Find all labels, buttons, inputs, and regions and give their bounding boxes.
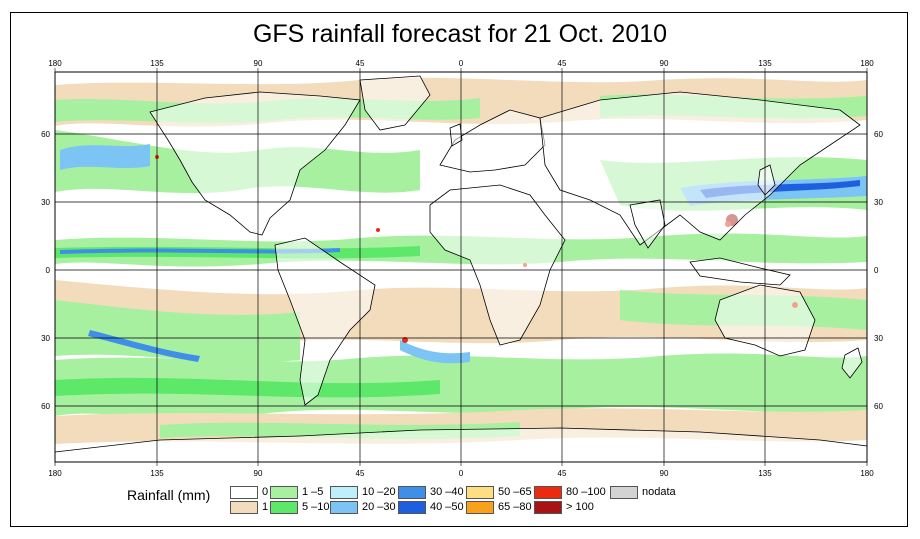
british-isles — [449, 123, 463, 147]
lon-labels-top: 180 135 90 45 0 45 90 135 180 — [48, 59, 874, 68]
legend-label: > 100 — [566, 501, 594, 513]
legend-swatch-9 — [466, 501, 494, 514]
japan — [757, 164, 776, 196]
legend-swatch-5 — [330, 501, 358, 514]
legend-label: 1 — [262, 501, 269, 513]
lon-labels-bottom: 180 135 90 45 0 45 90 135 180 — [48, 469, 874, 478]
legend-swatch-2 — [270, 486, 298, 499]
lat-label: 30 — [41, 334, 50, 343]
lat-label: 60 — [874, 130, 883, 139]
lon-label: 135 — [150, 59, 164, 68]
legend-label: 10 –20 — [362, 486, 396, 498]
lat-label: 30 — [874, 334, 883, 343]
lat-label: 0 — [46, 266, 51, 275]
lat-labels-right: 60 30 0 30 60 — [874, 130, 883, 411]
lat-label: 60 — [874, 402, 883, 411]
africa — [429, 184, 566, 346]
legend-label: 65 –80 — [498, 501, 532, 513]
lon-label: 135 — [758, 469, 772, 478]
lon-ticks — [54, 68, 868, 466]
lon-label: 90 — [660, 469, 669, 478]
legend-swatch-12 — [610, 486, 638, 499]
lon-label: 45 — [356, 59, 365, 68]
legend-swatch-3 — [270, 501, 298, 514]
lon-label: 180 — [860, 59, 874, 68]
legend-swatch-6 — [398, 486, 426, 499]
map-title: GFS rainfall forecast for 21 Oct. 2010 — [252, 20, 668, 48]
legend-label: 20 –30 — [362, 501, 396, 513]
legend-swatch-1 — [230, 501, 258, 514]
lon-label: 90 — [660, 59, 669, 68]
legend-label: 5 –10 — [302, 501, 330, 513]
legend-label: 30 –40 — [430, 486, 464, 498]
lon-label: 180 — [48, 469, 62, 478]
south-america — [274, 237, 376, 406]
lon-label: 45 — [356, 469, 365, 478]
lon-label: 135 — [758, 59, 772, 68]
legend-swatch-4 — [330, 486, 358, 499]
legend-swatch-0 — [230, 486, 258, 499]
legend-label: 80 –100 — [566, 486, 606, 498]
north-america — [149, 91, 361, 236]
legend-swatch-8 — [466, 486, 494, 499]
asia — [539, 91, 861, 246]
lon-label: 135 — [150, 469, 164, 478]
legend-label: 50 –65 — [498, 486, 532, 498]
greenland — [359, 75, 431, 131]
figure-frame — [10, 12, 908, 527]
lat-label: 60 — [41, 130, 50, 139]
legend-label: 0 — [262, 486, 269, 498]
legend-title: Rainfall (mm) — [127, 487, 211, 503]
lon-label: 90 — [254, 469, 263, 478]
legend-label: nodata — [642, 486, 676, 498]
lat-label: 60 — [41, 402, 50, 411]
lon-label: 45 — [558, 59, 567, 68]
lon-label: 0 — [459, 59, 464, 68]
legend-swatch-10 — [534, 486, 562, 499]
legend-label: 40 –50 — [430, 501, 464, 513]
lon-label: 0 — [459, 469, 464, 478]
new-zealand — [841, 347, 863, 379]
lat-label: 30 — [41, 198, 50, 207]
legend-swatch-11 — [534, 501, 562, 514]
legend-swatch-7 — [398, 501, 426, 514]
lat-labels-left: 60 30 0 30 60 — [41, 130, 50, 411]
lon-label: 180 — [48, 59, 62, 68]
india — [629, 199, 666, 249]
legend-label: 1 –5 — [302, 486, 324, 498]
lat-label: 0 — [874, 266, 879, 275]
lat-label: 30 — [874, 198, 883, 207]
lon-label: 180 — [860, 469, 874, 478]
lon-label: 90 — [254, 59, 263, 68]
lon-label: 45 — [558, 469, 567, 478]
